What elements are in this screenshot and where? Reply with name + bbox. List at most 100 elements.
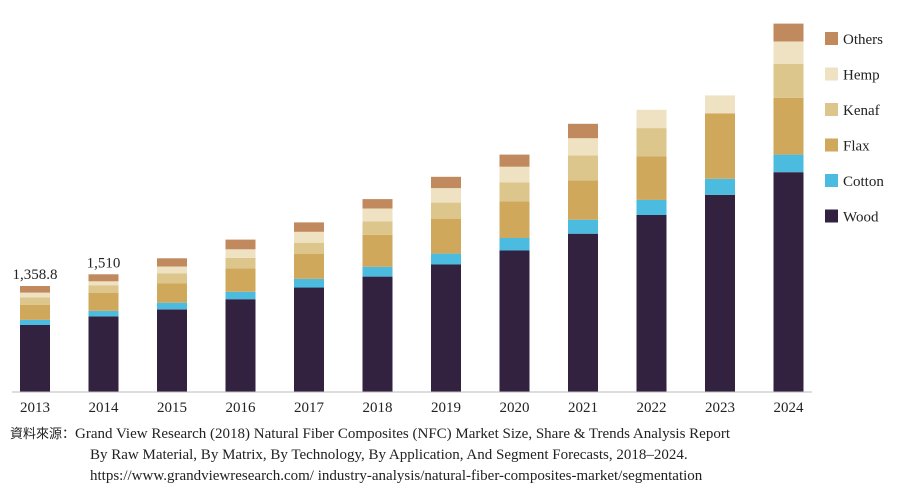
bar-2014-kenaf	[88, 285, 119, 293]
legend-swatch-hemp	[825, 67, 838, 81]
bar-2017-cotton	[294, 279, 324, 288]
bar-2014-cotton	[88, 310, 119, 317]
x-tick-label-2019: 2019	[431, 400, 461, 416]
bar-2024-others	[773, 23, 804, 42]
bar-2024-wood	[773, 172, 804, 392]
data-label-2014: 1,510	[87, 255, 121, 271]
legend-label-others: Others	[843, 32, 883, 48]
data-label-2013: 1,358.8	[13, 267, 58, 283]
x-tick-label-2020: 2020	[500, 400, 530, 416]
bar-2021-kenaf	[568, 155, 598, 181]
bar-2015-wood	[157, 309, 187, 392]
bar-2015-flax	[157, 283, 187, 303]
source-line-1: Grand View Research (2018) Natural Fiber…	[75, 426, 730, 442]
bar-2018-cotton	[362, 266, 393, 277]
bar-2021-others	[568, 123, 598, 139]
bar-2015-kenaf	[157, 273, 187, 284]
bar-2022-wood	[636, 215, 667, 392]
bar-2023-cotton	[705, 178, 735, 195]
bar-2016-wood	[225, 299, 256, 392]
bar-2016-others	[225, 239, 256, 250]
bar-2017-flax	[294, 254, 324, 279]
x-tick-label-2016: 2016	[226, 400, 257, 416]
bar-2021-wood	[568, 233, 598, 392]
bar-2024-hemp	[773, 41, 804, 64]
x-tick-label-2024: 2024	[774, 400, 805, 416]
legend-swatch-kenaf	[825, 103, 838, 116]
bar-2020-wood	[499, 250, 530, 392]
bar-2014-wood	[88, 316, 119, 392]
bar-2017-others	[294, 222, 324, 232]
x-tick-label-2015: 2015	[157, 400, 187, 416]
x-tick-label-2018: 2018	[363, 400, 393, 416]
source-url: https://www.grandviewresearch.com/ indus…	[90, 468, 703, 484]
bar-2024-flax	[773, 97, 804, 155]
bar-2021-flax	[568, 180, 598, 220]
bar-2013-kenaf	[20, 297, 50, 305]
legend-label-hemp: Hemp	[843, 68, 880, 84]
legend-swatch-others	[825, 32, 838, 45]
bar-2017-hemp	[294, 231, 324, 243]
x-tick-label-2014: 2014	[89, 400, 120, 416]
bar-2018-wood	[362, 276, 393, 392]
bar-2019-kenaf	[431, 202, 461, 219]
bar-2019-cotton	[431, 253, 461, 265]
bar-2013-cotton	[20, 319, 50, 325]
legend: Others Hemp Kenaf Flax Cotton Wood	[825, 32, 884, 226]
bar-2015-cotton	[157, 302, 187, 310]
bar-2019-flax	[431, 218, 461, 254]
legend-swatch-cotton	[825, 174, 838, 187]
bar-2014-flax	[88, 293, 119, 311]
bar-2020-cotton	[499, 238, 530, 251]
legend-swatch-flax	[825, 138, 838, 152]
bar-2016-flax	[225, 268, 256, 292]
bar-2020-kenaf	[499, 182, 530, 202]
legend-label-kenaf: Kenaf	[843, 103, 880, 119]
bar-2024-kenaf	[773, 63, 804, 98]
x-tick-label-2021: 2021	[568, 400, 598, 416]
bar-2020-hemp	[499, 166, 530, 183]
bar-2017-kenaf	[294, 242, 324, 254]
bar-2018-others	[362, 199, 393, 209]
x-tick-label-2022: 2022	[637, 400, 667, 416]
bar-2017-wood	[294, 287, 324, 392]
bar-2016-cotton	[225, 291, 256, 300]
data-labels: 1,358.8 1,510	[13, 255, 121, 283]
bar-2016-kenaf	[225, 257, 256, 269]
bar-2023-wood	[705, 194, 735, 392]
legend-swatch-wood	[825, 209, 838, 223]
stacked-bar-chart: 2013 2014 2015 2016 2017 2018 2019 2020 2021 2022…	[12, 23, 884, 416]
bar-2023-flax	[705, 113, 735, 179]
bar-2023-hemp	[705, 95, 735, 114]
bar-2021-cotton	[568, 219, 598, 234]
bar-2019-wood	[431, 264, 461, 392]
source-note: 資料來源：Grand View Research (2018) Natural …	[10, 424, 895, 487]
x-tick-labels: 2013 2014 2015 2016 2017 2018 2019 2020 2021 2022…	[20, 400, 804, 416]
bar-2022-kenaf	[636, 128, 667, 157]
bar-2015-hemp	[157, 266, 187, 274]
bar-2020-others	[499, 154, 530, 167]
legend-label-flax: Flax	[843, 139, 870, 155]
x-tick-label-2013: 2013	[20, 400, 50, 416]
bar-2022-cotton	[636, 199, 667, 215]
bar-2013-others	[20, 286, 50, 293]
legend-label-cotton: Cotton	[843, 174, 884, 190]
bar-2022-hemp	[636, 109, 667, 129]
bar-2013-wood	[20, 325, 50, 392]
bar-2014-hemp	[88, 281, 119, 286]
x-tick-label-2017: 2017	[294, 400, 325, 416]
bar-2019-hemp	[431, 188, 461, 203]
bar-2024-cotton	[773, 154, 804, 173]
legend-label-wood: Wood	[843, 210, 879, 226]
bar-2022-flax	[636, 156, 667, 200]
bar-2019-others	[431, 176, 461, 189]
bar-2018-flax	[362, 234, 393, 267]
bar-2020-flax	[499, 201, 530, 238]
bar-2014-others	[88, 274, 119, 282]
bars-group	[20, 23, 804, 392]
bar-2018-kenaf	[362, 221, 393, 235]
bar-2021-hemp	[568, 138, 598, 156]
source-line-2: By Raw Material, By Matrix, By Technolog…	[90, 447, 688, 463]
bar-2015-others	[157, 258, 187, 267]
source-prefix: 資料來源：	[10, 427, 76, 442]
